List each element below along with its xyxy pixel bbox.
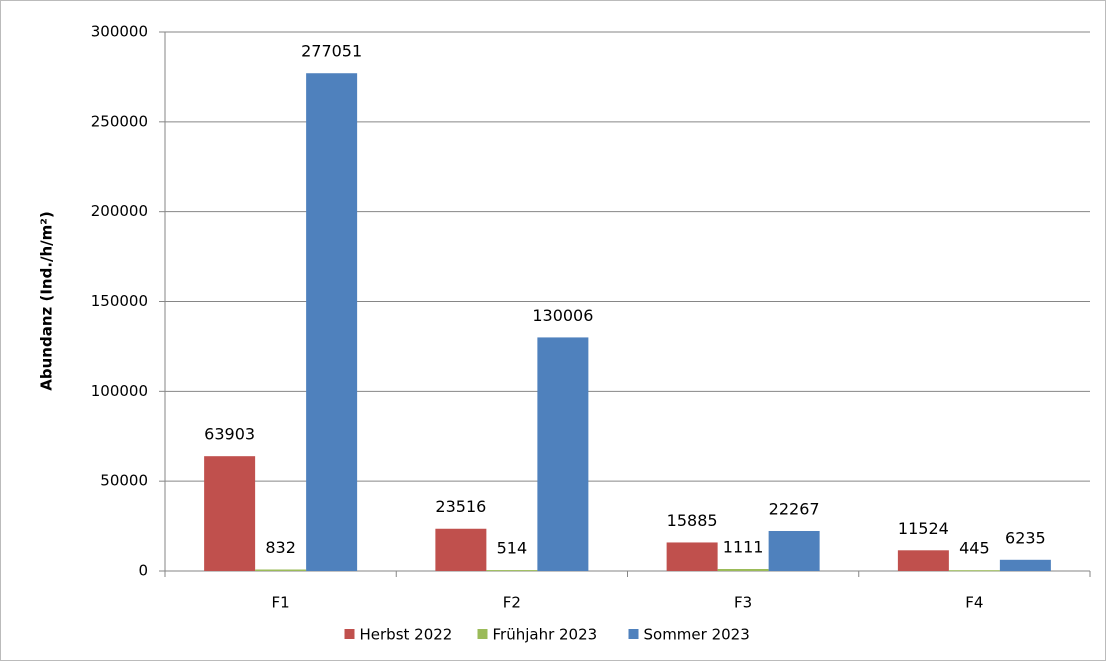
bar: [255, 569, 307, 571]
y-tick-label: 50000: [100, 472, 148, 490]
bar: [435, 528, 487, 571]
y-axis-label: Abundanz (Ind./h/m²): [38, 211, 56, 390]
data-label: 15885: [667, 511, 718, 530]
y-tick-label: 150000: [91, 292, 148, 310]
bar: [768, 530, 820, 571]
data-label: 63903: [204, 425, 255, 444]
y-tick-label: 200000: [91, 202, 148, 220]
data-label: 1111: [723, 538, 764, 557]
legend-swatch: [628, 629, 639, 639]
bar: [486, 570, 538, 572]
bar: [306, 73, 358, 572]
bar: [666, 542, 718, 571]
legend-swatch: [477, 629, 488, 639]
bar: [204, 456, 256, 571]
data-label: 514: [497, 539, 528, 558]
data-label: 6235: [1005, 528, 1046, 547]
x-tick-label: F3: [734, 594, 752, 612]
data-label: 445: [959, 539, 990, 558]
x-tick-label: F4: [965, 594, 983, 612]
data-label: 22267: [769, 499, 820, 518]
data-label: 277051: [301, 42, 362, 61]
y-tick-label: 0: [138, 562, 148, 580]
data-label: 130006: [532, 306, 593, 325]
legend-label: Sommer 2023: [644, 626, 750, 644]
bar: [717, 569, 769, 571]
bar: [537, 337, 589, 571]
x-tick-label: F1: [272, 594, 290, 612]
y-tick-label: 250000: [91, 112, 148, 130]
bar: [948, 570, 1000, 572]
data-label: 23516: [435, 497, 486, 516]
x-tick-label: F2: [503, 594, 521, 612]
legend-label: Frühjahr 2023: [493, 626, 598, 644]
data-label: 832: [265, 538, 296, 557]
bar: [999, 559, 1051, 571]
y-tick-label: 300000: [91, 23, 148, 41]
legend-swatch: [344, 629, 355, 639]
legend-label: Herbst 2022: [360, 626, 453, 644]
data-label: 11524: [898, 519, 949, 538]
bar: [897, 550, 949, 571]
y-tick-label: 100000: [91, 382, 148, 400]
